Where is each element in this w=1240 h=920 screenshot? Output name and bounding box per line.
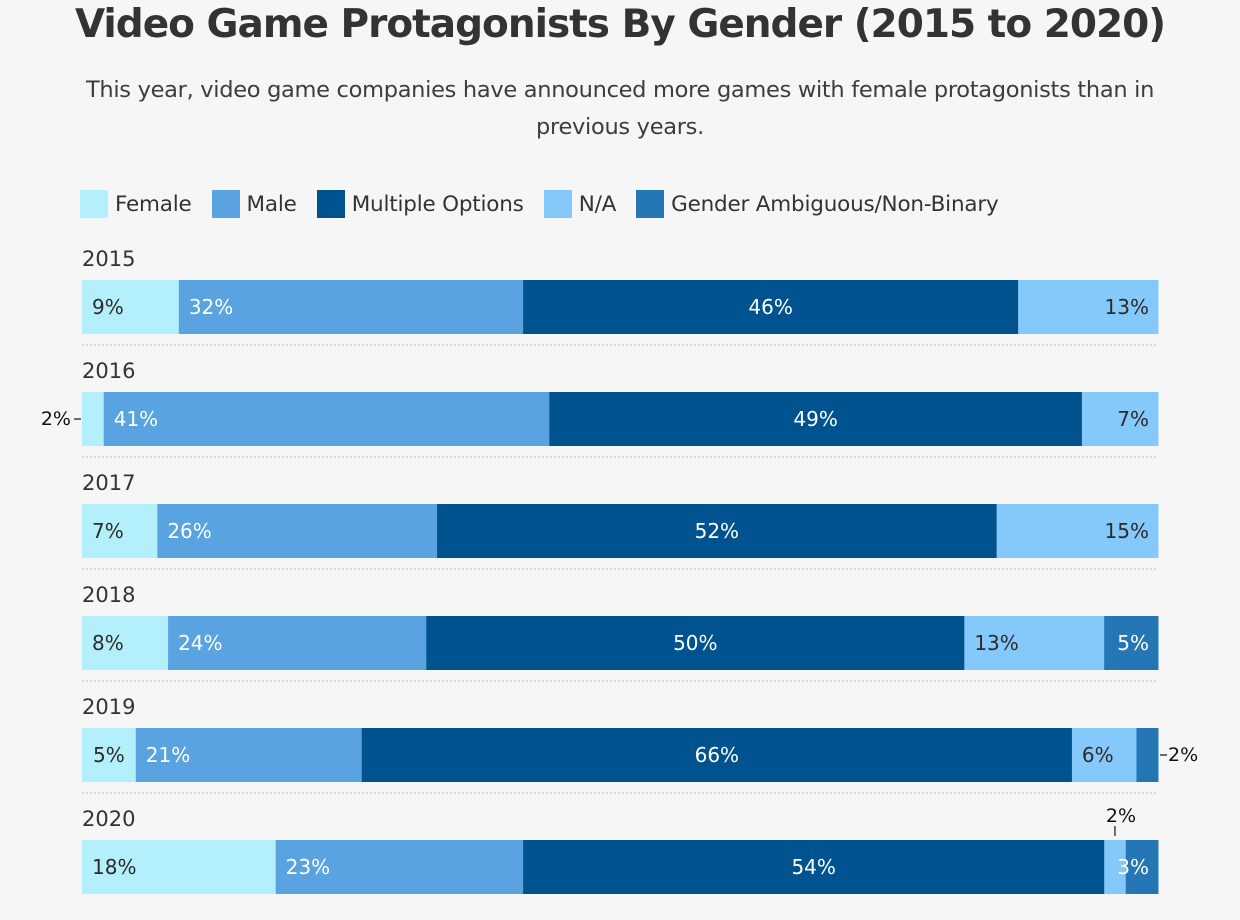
bar-label-multiple-2020: 54% [791, 855, 835, 879]
bar-label-male-2018: 24% [178, 631, 222, 655]
bar-label-multiple-2015: 46% [748, 295, 792, 319]
bar-label-multiple-2017: 52% [695, 519, 739, 543]
bar-multiple-2019 [361, 728, 1073, 782]
bar-male-2016 [103, 392, 550, 446]
bar-male-2019 [135, 728, 363, 782]
legend-item-na: N/A [543, 190, 617, 218]
legend-label-female: Female [115, 191, 192, 217]
bar-female-2020 [82, 840, 277, 894]
bar-label-male-2019: 21% [146, 743, 190, 767]
legend-label-na: N/A [578, 191, 617, 217]
bar-label-na-2017: 15% [1105, 519, 1149, 543]
bar-label-multiple-2018: 50% [673, 631, 717, 655]
bar-label-multiple-2019: 66% [695, 743, 739, 767]
legend-item-female: Female [80, 190, 192, 218]
bar-label-ambiguous-2020: 3% [1117, 855, 1149, 879]
year-label-2020: 2020 [82, 807, 135, 831]
bar-label-female-2018: 8% [92, 631, 124, 655]
bar-label-na-2015: 13% [1105, 295, 1149, 319]
year-label-2016: 2016 [82, 359, 135, 383]
bar-male-2020 [275, 840, 524, 894]
callout-label-ambiguous-2019: 2% [1168, 744, 1198, 766]
bar-label-multiple-2016: 49% [793, 407, 837, 431]
bar-multiple-2018 [426, 616, 965, 670]
bar-na-2017 [996, 504, 1159, 558]
bar-multiple-2017 [437, 504, 998, 558]
year-label-2019: 2019 [82, 695, 135, 719]
bar-female-2017 [82, 504, 158, 558]
bar-male-2015 [178, 280, 524, 334]
bar-female-2019 [82, 728, 137, 782]
bar-label-na-2018: 13% [974, 631, 1018, 655]
bar-male-2018 [168, 616, 427, 670]
bar-na-2020 [1104, 840, 1127, 894]
year-label-2015: 2015 [82, 247, 135, 271]
legend-item-male: Male [211, 190, 297, 218]
legend-swatch-female [80, 190, 108, 218]
bar-label-male-2015: 32% [189, 295, 233, 319]
bar-label-ambiguous-2018: 5% [1117, 631, 1149, 655]
bar-na-2015 [1018, 280, 1159, 334]
legend-item-gender-ambiguous: Gender Ambiguous/Non-Binary [636, 190, 999, 218]
legend-label-male: Male [246, 191, 297, 217]
bar-label-female-2017: 7% [92, 519, 124, 543]
year-label-2018: 2018 [82, 583, 135, 607]
year-label-2017: 2017 [82, 471, 135, 495]
bar-label-female-2020: 18% [92, 855, 136, 879]
bar-na-2018 [964, 616, 1105, 670]
bar-multiple-2015 [523, 280, 1019, 334]
legend-label-multiple-options: Multiple Options [351, 191, 524, 217]
callout-label-female-2016: 2% [41, 408, 71, 430]
bar-label-male-2017: 26% [167, 519, 211, 543]
legend-item-multiple-options: Multiple Options [316, 190, 524, 218]
bar-label-male-2020: 23% [286, 855, 330, 879]
bar-na-2019 [1071, 728, 1137, 782]
callout-label-na-2020: 2% [1106, 805, 1136, 827]
legend-label-gender-ambiguous: Gender Ambiguous/Non-Binary [671, 191, 999, 217]
bar-multiple-2016 [549, 392, 1083, 446]
bar-multiple-2020 [523, 840, 1105, 894]
bar-ambiguous-2020 [1125, 840, 1159, 894]
bar-male-2017 [157, 504, 438, 558]
bar-label-male-2016: 41% [114, 407, 158, 431]
bar-female-2018 [82, 616, 169, 670]
bar-label-na-2016: 7% [1117, 407, 1149, 431]
bar-ambiguous-2018 [1104, 616, 1159, 670]
chart-title: Video Game Protagonists By Gender (2015 … [74, 2, 1166, 47]
bar-female-2016 [82, 392, 105, 446]
bar-ambiguous-2019 [1136, 728, 1159, 782]
legend-swatch-multiple-options [316, 190, 345, 218]
bar-label-female-2015: 9% [92, 295, 124, 319]
bar-label-na-2019: 6% [1082, 743, 1114, 767]
legend-swatch-gender-ambiguous [636, 190, 665, 218]
legend-swatch-male [211, 190, 240, 218]
bar-female-2015 [82, 280, 180, 334]
legend: Female Male Multiple Options N/A Gender … [80, 187, 1019, 221]
chart-subtitle: This year, video game companies have ann… [85, 77, 1155, 140]
legend-swatch-na [543, 190, 572, 218]
bar-na-2016 [1081, 392, 1159, 446]
bar-label-female-2019: 5% [93, 743, 125, 767]
